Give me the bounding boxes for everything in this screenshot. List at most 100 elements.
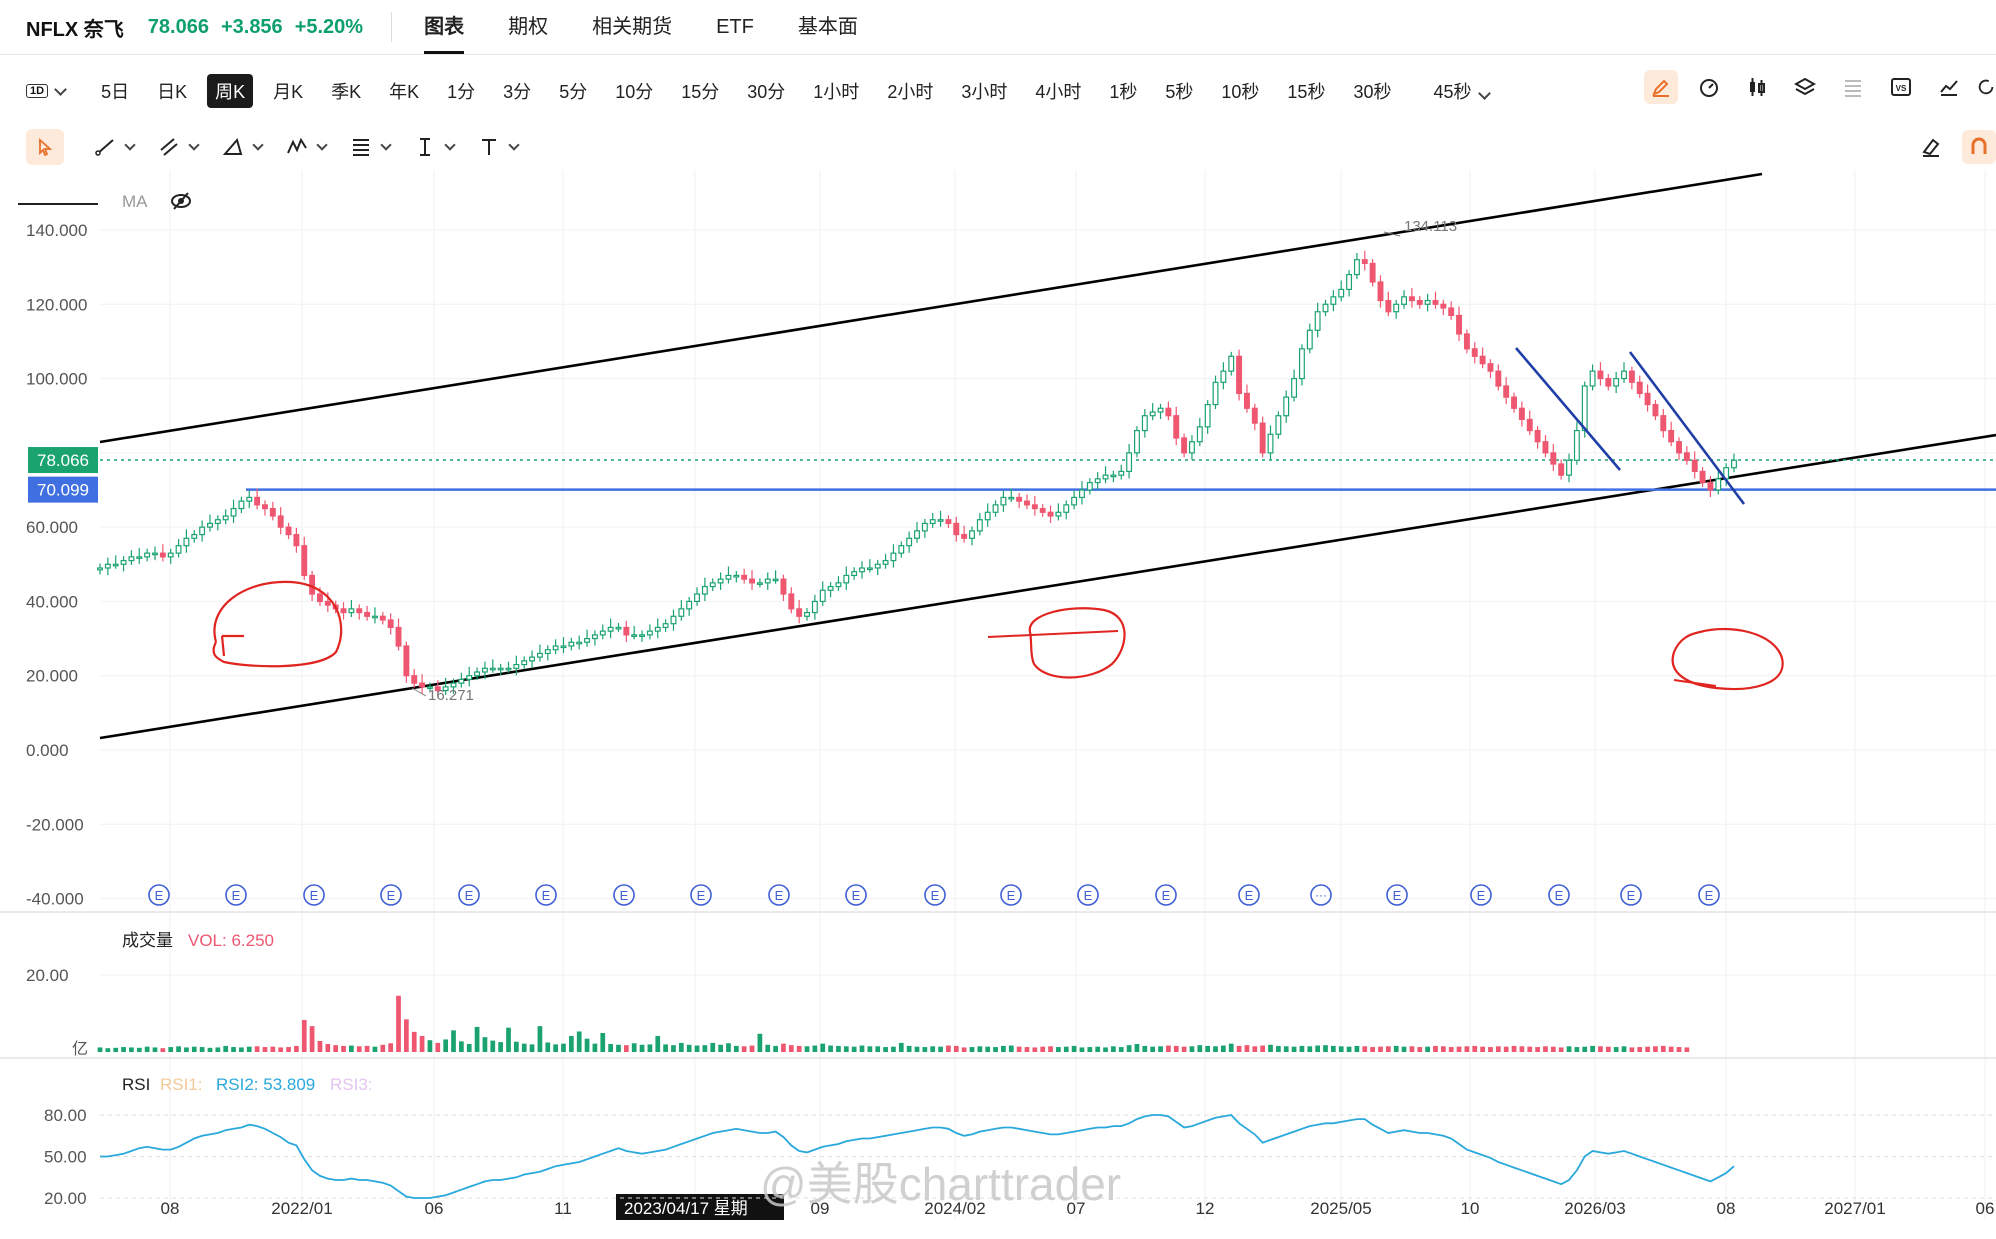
volume-bar [702, 1045, 708, 1052]
triangle-tool[interactable] [222, 129, 264, 165]
candle [756, 582, 763, 585]
volume-bar [851, 1046, 857, 1052]
volume-bar [568, 1036, 574, 1052]
text-cursor-tool[interactable] [414, 129, 456, 165]
volume-bar [184, 1047, 189, 1052]
timeframe-button[interactable]: 15秒 [1287, 82, 1326, 102]
volume-bar [883, 1047, 888, 1052]
y-tick-label: 140.000 [26, 221, 87, 240]
pen-icon[interactable] [1644, 70, 1678, 104]
text-tool[interactable] [478, 129, 520, 165]
volume-bar [1001, 1045, 1006, 1052]
volume-bar [1016, 1046, 1022, 1052]
vs-icon[interactable]: VS [1884, 70, 1918, 104]
candle [1526, 418, 1533, 432]
timeframe-button[interactable]: 周K [207, 74, 254, 108]
refresh-icon[interactable] [1976, 70, 1996, 104]
candle [1597, 370, 1604, 380]
timeframe-extra[interactable]: 45秒 [1425, 74, 1496, 108]
earnings-marker [690, 884, 712, 906]
earnings-marker-label: E [1627, 888, 1636, 903]
candle [552, 645, 559, 651]
candle [1330, 296, 1337, 305]
last-price: 78.066 [147, 15, 209, 38]
text-icon [482, 139, 496, 155]
candle [1471, 348, 1478, 357]
candle [1361, 259, 1368, 265]
timeframe-button[interactable]: 10分 [615, 82, 654, 102]
fib-tool[interactable] [350, 129, 392, 165]
volume-bar [1629, 1047, 1635, 1052]
volume-bar [286, 1047, 291, 1052]
candle [1550, 452, 1557, 465]
chevron-down-icon [124, 139, 136, 151]
volume-bar [1425, 1046, 1430, 1052]
timeframe-button[interactable]: 30秒 [1353, 82, 1392, 102]
candle-icon[interactable] [1740, 70, 1774, 104]
tab-options[interactable]: 期权 [508, 16, 549, 38]
earnings-marker [1548, 884, 1570, 906]
timeframe-button[interactable]: 15分 [681, 82, 720, 102]
timeframe-button[interactable]: 2小时 [887, 82, 934, 102]
volume-bar [1205, 1045, 1211, 1052]
volume-bar [1142, 1045, 1148, 1052]
timeframe-button[interactable]: 5日 [101, 82, 130, 102]
gauge-icon[interactable] [1692, 70, 1726, 104]
timeframe-button[interactable]: 5秒 [1165, 82, 1194, 102]
volume-bar [914, 1046, 920, 1052]
timeframe-button[interactable]: 年K [389, 82, 420, 102]
timeframe-button[interactable]: 1小时 [813, 82, 860, 102]
earnings-marker [1310, 884, 1332, 906]
candle [1251, 407, 1258, 424]
channel-tool[interactable] [158, 129, 200, 165]
timeframe-button[interactable]: 4小时 [1035, 82, 1082, 102]
line-icon [95, 139, 114, 156]
timeframe-button[interactable]: 30分 [747, 82, 786, 102]
volume-bar [1684, 1047, 1690, 1052]
volume-bar [1315, 1045, 1321, 1052]
tab-chart[interactable]: 图表 [424, 0, 465, 54]
line-tool[interactable] [94, 129, 136, 165]
volume-bar [891, 1046, 896, 1052]
timeframe-button[interactable]: 1分 [447, 82, 476, 102]
list-icon[interactable] [1836, 70, 1870, 104]
candle [851, 571, 858, 577]
hide-indicator-icon[interactable] [171, 192, 191, 210]
volume-bar [1495, 1046, 1501, 1052]
volume-bar [1268, 1044, 1273, 1052]
timeframe-button[interactable]: 3小时 [961, 82, 1008, 102]
candle [1086, 481, 1093, 491]
timeframe-button[interactable]: 月K [273, 82, 304, 102]
timeframe-button[interactable]: 1秒 [1109, 82, 1138, 102]
timeframe-button[interactable]: 季K [331, 82, 362, 102]
layers-icon[interactable] [1788, 70, 1822, 104]
candle [1055, 511, 1062, 517]
timeframe-button[interactable]: 日K [157, 82, 188, 102]
timeframe-button[interactable]: 10秒 [1221, 82, 1260, 102]
candle [450, 682, 457, 688]
volume-bar [553, 1044, 558, 1052]
tab-etf[interactable]: ETF [716, 16, 754, 38]
magnet-icon[interactable] [1962, 130, 1996, 164]
volume-bar [946, 1045, 951, 1052]
candle [466, 675, 473, 681]
candle [104, 563, 111, 569]
cursor-icon[interactable] [26, 129, 64, 165]
timeframe-button[interactable]: 5分 [559, 82, 588, 102]
pattern-tool[interactable] [286, 129, 328, 165]
lower-channel-line [99, 433, 1996, 740]
candle [969, 530, 975, 539]
volume-bar [498, 1042, 504, 1052]
interval-selector[interactable]: 1D [26, 82, 67, 98]
tab-futures[interactable]: 相关期货 [592, 16, 673, 38]
candle [1071, 496, 1078, 506]
timeframe-button[interactable]: 3分 [503, 82, 532, 102]
tab-fundamentals[interactable]: 基本面 [797, 16, 858, 38]
y-tick-label: 40.000 [26, 592, 78, 611]
watermark: @美股charttrader [760, 1158, 1121, 1210]
candlestick-chart[interactable]: 08 2022/01 06 11 2023/04/17 星期 09 2024/02 07 12 2… [0, 170, 1996, 1239]
chart-line-icon[interactable] [1932, 70, 1966, 104]
y-tick-label: 100.000 [26, 370, 87, 389]
eraser-icon[interactable] [1914, 130, 1948, 164]
candle [1715, 478, 1722, 491]
